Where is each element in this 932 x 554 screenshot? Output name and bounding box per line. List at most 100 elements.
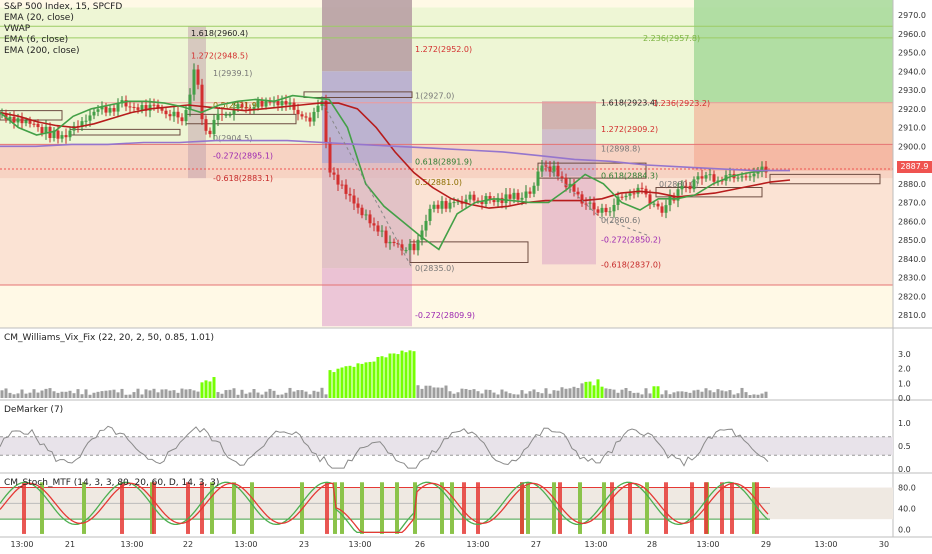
candle-body	[388, 241, 392, 244]
candle-body	[216, 113, 220, 120]
candle-body	[224, 114, 228, 116]
ema20-line	[0, 102, 791, 209]
vixfix-bar	[536, 392, 540, 398]
candle-body	[100, 106, 104, 110]
candle-body	[764, 166, 768, 173]
candle-body	[84, 120, 88, 122]
vixfix-bar	[212, 377, 216, 398]
vixfix-bar	[764, 391, 768, 398]
vixfix-bar	[744, 392, 748, 398]
candle-body	[456, 201, 460, 203]
candle-body	[208, 130, 212, 135]
vixfix-bar	[180, 388, 184, 398]
vixfix-bar	[620, 389, 624, 398]
candle-body	[692, 179, 696, 190]
vixfix-bar	[100, 391, 104, 398]
vixfix-bar	[332, 372, 336, 398]
candle-body	[492, 199, 496, 203]
vixfix-bar	[272, 390, 276, 398]
time-tick-8: 13:00	[466, 540, 489, 549]
stoch-title[interactable]: CM_Stoch_MTF (14, 3, 3, 80, 20, 60, D, 1…	[4, 478, 220, 488]
vixfix-bar	[16, 393, 20, 398]
candle-body	[476, 200, 480, 202]
vixfix-bar	[380, 356, 384, 398]
legend-ema200[interactable]: EMA (200, close)	[4, 46, 80, 56]
candle-body	[152, 104, 156, 106]
candle-body	[368, 214, 372, 224]
candle-body	[244, 107, 248, 109]
vixfix-bar	[448, 391, 452, 398]
fib-label-12: -0.272(2809.9)	[415, 311, 475, 320]
stoch-signal-green-11	[395, 482, 399, 534]
vixfix-bar	[712, 392, 716, 398]
stoch-signal-green-3	[210, 482, 214, 534]
candle-body	[200, 84, 204, 120]
candle-body	[756, 171, 760, 174]
vixfix-bar	[736, 393, 740, 398]
candle-body	[232, 108, 236, 115]
vixfix-bar	[296, 390, 300, 398]
vixfix-bar	[560, 387, 564, 398]
candle-body	[536, 171, 540, 186]
vixfix-bar	[692, 390, 696, 398]
time-tick-6: 13:00	[348, 540, 371, 549]
candle-body	[412, 243, 416, 251]
candle-body	[364, 214, 368, 216]
candle-body	[356, 203, 360, 208]
vixfix-bar	[492, 392, 496, 398]
candle-body	[444, 201, 448, 209]
demarker-tick-2: 0.0	[898, 465, 911, 474]
legend-ema20[interactable]: EMA (20, close)	[4, 13, 74, 23]
vixfix-bar	[260, 394, 264, 398]
legend-ema6[interactable]: EMA (6, close)	[4, 35, 69, 45]
vixfix-bar	[384, 357, 388, 398]
vixfix-bar	[116, 392, 120, 398]
vixfix-title[interactable]: CM_Williams_Vix_Fix (22, 20, 2, 50, 0.85…	[4, 333, 215, 343]
vixfix-bar	[376, 356, 380, 398]
candle-body	[288, 102, 292, 105]
candle-body	[160, 107, 164, 111]
vixfix-bar	[32, 389, 36, 398]
vixfix-bar	[480, 393, 484, 398]
fib-label-19: -0.618(2837.0)	[601, 260, 661, 269]
candle-body	[448, 202, 452, 209]
candle-body	[80, 121, 84, 127]
candle-body	[736, 177, 740, 179]
stoch-signal-green-4	[232, 482, 236, 534]
target-block-red	[694, 103, 893, 171]
vixfix-bar	[92, 392, 96, 398]
stoch-tick-2: 0.0	[898, 526, 911, 535]
fib-block-2-top	[322, 0, 412, 72]
vixfix-bar	[540, 393, 544, 398]
vixfix-bar	[424, 385, 428, 398]
vixfix-bar	[488, 389, 492, 398]
vixfix-bar	[668, 394, 672, 398]
vixfix-bar	[600, 386, 604, 398]
time-tick-10: 13:00	[584, 540, 607, 549]
candle-body	[252, 107, 256, 110]
candle-body	[104, 106, 108, 113]
fib-label-21: 1.236(2923.2)	[653, 99, 710, 108]
candle-body	[328, 142, 332, 173]
legend-symbol[interactable]: S&P 500 Index, 15, SPCFD	[4, 2, 123, 12]
candle-body	[588, 202, 592, 204]
vixfix-bar	[500, 389, 504, 398]
vixfix-bar	[168, 390, 172, 398]
vixfix-bar	[28, 392, 32, 398]
vixfix-bar	[456, 392, 460, 398]
candle-body	[376, 225, 380, 232]
candle-body	[512, 192, 516, 199]
vixfix-bar	[52, 391, 56, 398]
fib-label-13: 1.618(2923.4)	[601, 98, 658, 107]
vixfix-bar	[200, 382, 204, 398]
candle-body	[524, 191, 528, 198]
legend-vwap[interactable]: VWAP	[4, 24, 31, 34]
vixfix-bar	[344, 366, 348, 398]
demarker-title[interactable]: DeMarker (7)	[4, 405, 64, 415]
candle-body	[668, 195, 672, 206]
fib-label-5: -0.272(2895.1)	[213, 151, 273, 160]
candle-body	[88, 115, 92, 121]
vixfix-bar	[224, 390, 228, 398]
